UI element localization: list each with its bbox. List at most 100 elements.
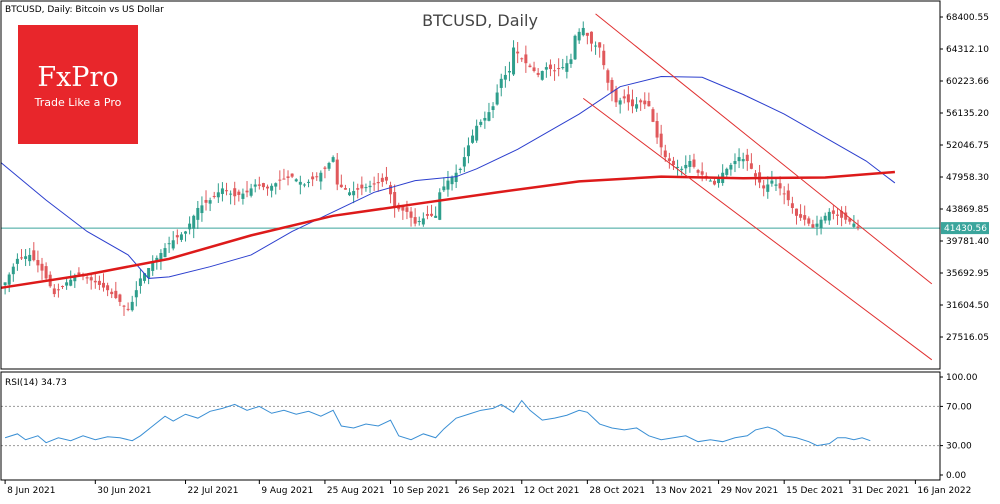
candle-body bbox=[393, 192, 397, 208]
candle bbox=[503, 66, 507, 88]
candle bbox=[335, 153, 339, 191]
candle-body bbox=[479, 121, 483, 125]
candle bbox=[696, 168, 700, 177]
date-tick-label: 25 Aug 2021 bbox=[327, 486, 385, 496]
candle bbox=[840, 206, 844, 227]
candle-body bbox=[450, 176, 454, 185]
candle-body bbox=[581, 27, 585, 36]
candle bbox=[167, 236, 171, 253]
candle-body bbox=[155, 257, 159, 261]
candle bbox=[233, 181, 237, 206]
candle-body bbox=[40, 263, 44, 271]
candle-body bbox=[520, 58, 524, 60]
candle-body bbox=[409, 211, 413, 218]
candle-body bbox=[663, 150, 667, 158]
candle-body bbox=[212, 195, 216, 197]
candle bbox=[585, 32, 589, 45]
candle-body bbox=[425, 214, 429, 216]
candle-body bbox=[77, 272, 81, 275]
candle-body bbox=[712, 180, 716, 185]
candle-body bbox=[69, 279, 73, 286]
candle bbox=[270, 183, 274, 198]
candle-body bbox=[667, 158, 671, 162]
candle-body bbox=[819, 219, 823, 229]
candle-body bbox=[372, 183, 376, 185]
candle bbox=[758, 164, 762, 189]
candle-body bbox=[331, 157, 335, 162]
rsi-tick-label: 100.00 bbox=[946, 373, 978, 383]
candle bbox=[799, 204, 803, 221]
candle-body bbox=[749, 163, 753, 169]
main-panel-frame bbox=[0, 0, 941, 370]
candle-body bbox=[85, 277, 89, 279]
candle bbox=[425, 205, 429, 220]
candle bbox=[134, 281, 138, 307]
fxpro-logo: FxPro Trade Like a Pro bbox=[18, 25, 138, 144]
candle bbox=[372, 176, 376, 191]
price-tick-label: 68400.55 bbox=[946, 13, 989, 23]
candle bbox=[639, 98, 643, 111]
candle bbox=[192, 214, 196, 239]
candle bbox=[225, 182, 229, 196]
candle-body bbox=[3, 282, 7, 286]
candle-body bbox=[110, 291, 114, 295]
candle bbox=[434, 206, 438, 218]
candle bbox=[831, 205, 835, 220]
candle bbox=[138, 269, 142, 294]
ma-fast-line bbox=[0, 75, 896, 279]
candle bbox=[65, 277, 69, 290]
candle-body bbox=[315, 176, 319, 178]
candle-body bbox=[561, 67, 565, 69]
candle bbox=[151, 255, 155, 276]
candle-body bbox=[499, 78, 503, 88]
candle bbox=[352, 181, 356, 204]
date-tick-label: 30 Jun 2021 bbox=[97, 486, 151, 496]
candle-body bbox=[348, 192, 352, 196]
candle-body bbox=[151, 262, 155, 271]
candle-body bbox=[577, 31, 581, 41]
candle-body bbox=[401, 206, 405, 211]
candle bbox=[118, 293, 122, 307]
candle-body bbox=[778, 183, 782, 189]
candle bbox=[782, 186, 786, 205]
candle bbox=[376, 172, 380, 192]
date-tick-label: 12 Oct 2021 bbox=[524, 486, 580, 496]
candle bbox=[733, 153, 737, 173]
candle-body bbox=[782, 193, 786, 195]
candle-body bbox=[635, 104, 639, 109]
candle bbox=[212, 191, 216, 199]
candle bbox=[421, 212, 425, 227]
candle-body bbox=[466, 145, 470, 157]
date-tick-label: 8 Jun 2021 bbox=[7, 486, 55, 496]
candle-body bbox=[159, 252, 163, 261]
candle-body bbox=[339, 184, 343, 188]
candle bbox=[803, 205, 807, 226]
candle-body bbox=[610, 79, 614, 93]
candle-body bbox=[73, 277, 77, 282]
candle-body bbox=[811, 224, 815, 228]
candle bbox=[430, 204, 434, 217]
candle bbox=[249, 183, 253, 198]
candle-body bbox=[602, 50, 606, 66]
candle-body bbox=[766, 184, 770, 192]
candle bbox=[495, 84, 499, 106]
candle-body bbox=[589, 31, 593, 44]
rsi-tick-label: 70.00 bbox=[946, 402, 972, 412]
candle bbox=[655, 112, 659, 144]
candle bbox=[155, 255, 159, 270]
candle-body bbox=[717, 178, 721, 184]
candle bbox=[721, 164, 725, 186]
price-tick-label: 52046.75 bbox=[946, 141, 989, 151]
candle bbox=[475, 119, 479, 143]
candle-body bbox=[483, 117, 487, 121]
candle-body bbox=[737, 157, 741, 162]
candle bbox=[680, 166, 684, 176]
candle-body bbox=[61, 286, 65, 288]
candle-body bbox=[126, 308, 130, 310]
candle bbox=[97, 275, 101, 291]
candle bbox=[815, 215, 819, 236]
candle bbox=[618, 97, 622, 114]
candle-body bbox=[261, 183, 265, 188]
candle bbox=[581, 21, 585, 37]
candle bbox=[458, 167, 462, 174]
